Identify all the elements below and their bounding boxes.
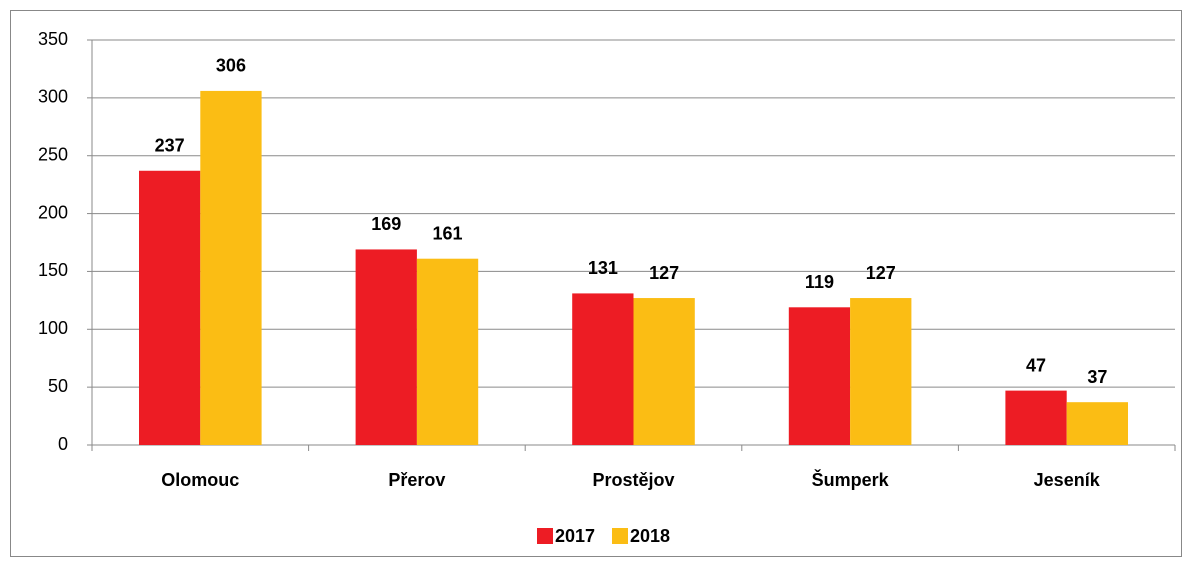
x-tick-label: Přerov <box>388 470 445 490</box>
y-tick-label: 350 <box>38 29 68 49</box>
x-tick-label: Prostějov <box>592 470 674 490</box>
value-label: 119 <box>805 272 834 292</box>
x-tick-label: Olomouc <box>161 470 239 490</box>
y-tick-label: 150 <box>38 260 68 280</box>
bar <box>633 298 695 445</box>
value-label: 169 <box>371 214 401 234</box>
value-label: 237 <box>155 136 185 156</box>
legend-label: 2018 <box>630 526 670 546</box>
legend-swatch <box>537 528 553 544</box>
bar <box>572 293 634 445</box>
bar <box>1005 390 1067 445</box>
bar <box>200 90 262 446</box>
y-tick-label: 250 <box>38 144 68 164</box>
bar <box>850 298 912 445</box>
y-tick-label: 200 <box>38 202 68 222</box>
y-tick-label: 300 <box>38 87 68 107</box>
bar <box>355 249 417 445</box>
bar <box>416 258 479 445</box>
value-label: 127 <box>649 263 679 283</box>
value-label: 127 <box>866 263 896 283</box>
y-tick-label: 100 <box>38 318 68 338</box>
bar <box>1066 402 1128 445</box>
value-label: 37 <box>1087 367 1107 387</box>
legend-label: 2017 <box>555 526 595 546</box>
value-label: 131 <box>588 258 618 278</box>
x-tick-label: Šumperk <box>812 469 890 490</box>
bar <box>788 307 851 445</box>
y-tick-label: 0 <box>58 434 68 454</box>
legend-swatch <box>612 528 628 544</box>
y-tick-label: 50 <box>48 376 68 396</box>
value-label: 306 <box>216 56 246 76</box>
value-label: 47 <box>1026 355 1046 375</box>
bar <box>139 170 201 445</box>
value-label: 161 <box>433 223 463 243</box>
x-tick-label: Jeseník <box>1034 470 1101 490</box>
